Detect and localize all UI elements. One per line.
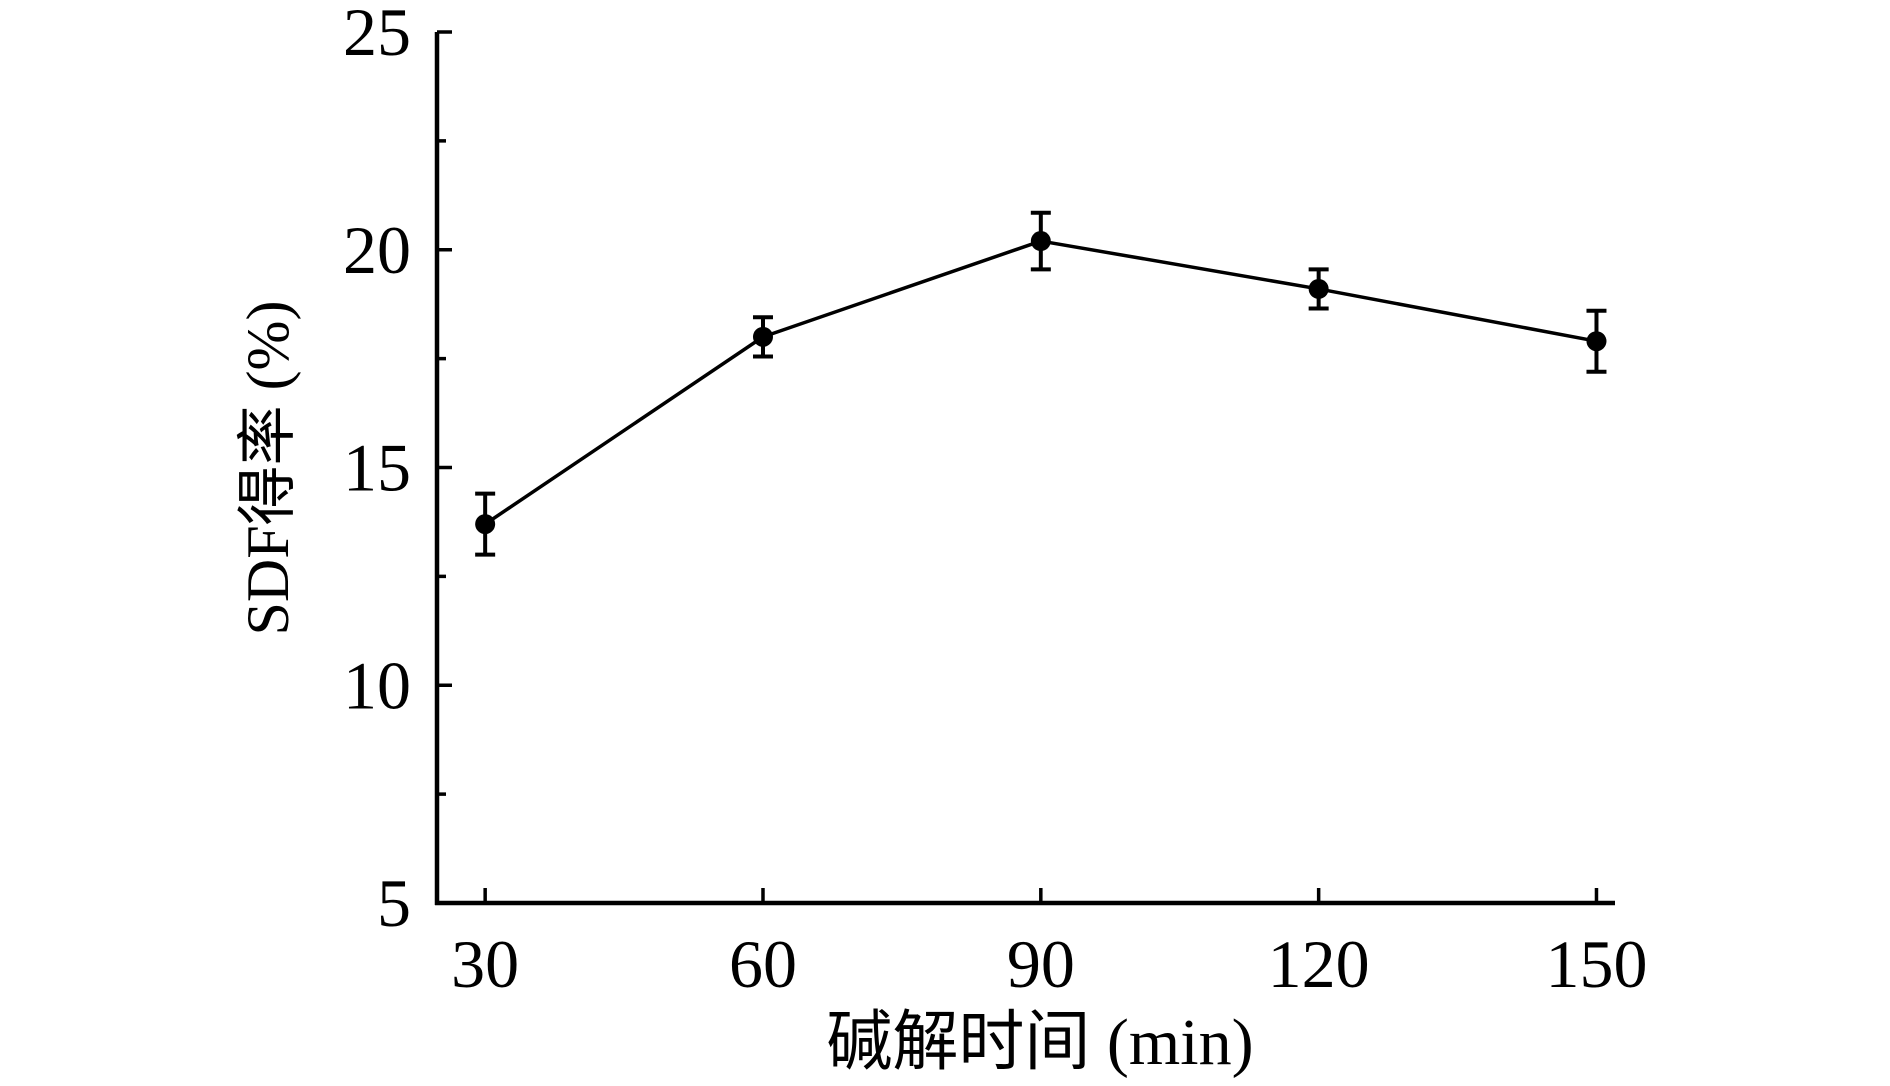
- data-point: [752, 326, 773, 347]
- x-tick-label: 60: [729, 926, 797, 1002]
- data-line: [484, 239, 1597, 526]
- data-point: [1030, 231, 1051, 252]
- y-tick-label: 5: [377, 865, 411, 941]
- x-axis-title: 碱解时间 (min): [826, 1006, 1253, 1079]
- y-tick-label: 25: [343, 0, 411, 70]
- y-tick-label: 15: [343, 430, 411, 506]
- x-tick-label: 150: [1545, 926, 1647, 1002]
- y-tick-label: 20: [343, 212, 411, 288]
- plot-area: 5 10 15 20 25 30 60 90 120 150: [343, 0, 1647, 1002]
- x-tick-label: 120: [1268, 926, 1370, 1002]
- y-tick-label: 10: [343, 647, 411, 723]
- data-point: [1586, 331, 1607, 352]
- x-tick-label: 90: [1007, 926, 1075, 1002]
- y-axis-title: SDF得率 (%): [235, 300, 301, 635]
- data-point: [475, 514, 496, 535]
- data-point: [1308, 278, 1329, 299]
- x-tick-label: 30: [451, 926, 519, 1002]
